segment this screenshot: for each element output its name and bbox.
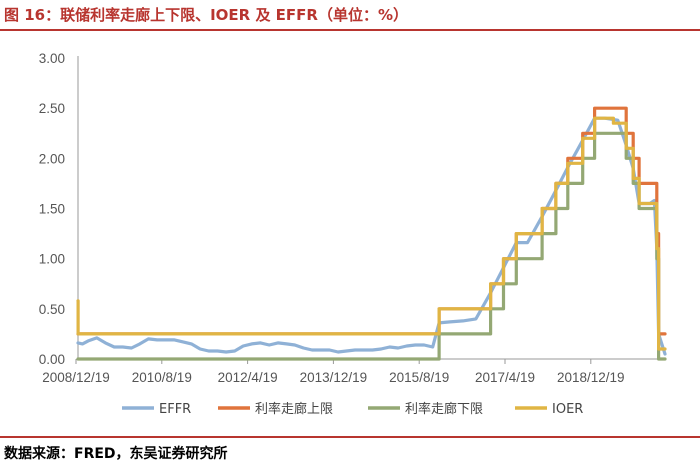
footer-divider — [0, 436, 700, 438]
x-tick-label: 2015/8/19 — [389, 370, 449, 385]
y-tick-label: 1.00 — [39, 252, 65, 267]
series-corridor-upper-line — [76, 106, 667, 336]
chart-title: 图 16：联储利率走廊上下限、IOER 及 EFFR（单位：%） — [4, 6, 408, 24]
x-tick-label: 2017/4/19 — [475, 370, 535, 385]
x-tick-label: 2012/4/19 — [218, 370, 278, 385]
y-tick-label: 1.50 — [39, 202, 65, 217]
data-source: 数据来源：FRED，东吴证券研究所 — [4, 446, 228, 462]
series-ioer-line — [76, 116, 667, 351]
legend-label-effr: EFFR — [159, 402, 191, 417]
y-tick-label: 0.00 — [39, 352, 65, 367]
x-tick-label: 2018/12/19 — [557, 370, 625, 385]
title-divider — [0, 29, 700, 31]
x-tick-label: 2013/12/19 — [300, 370, 368, 385]
x-tick-label: 2008/12/19 — [42, 370, 110, 385]
series-effr-line — [76, 116, 667, 356]
y-tick-label: 2.50 — [39, 101, 65, 116]
line-chart: 0.00 0.50 1.00 1.50 2.00 2.50 3.00 2008/12/19 20… — [39, 51, 667, 417]
legend-label-corridor-upper: 利率走廊上限 — [255, 401, 333, 417]
x-tick-label: 2010/8/19 — [132, 370, 192, 385]
series-corridor-lower-line — [76, 131, 667, 361]
legend-label-corridor-lower: 利率走廊下限 — [405, 401, 483, 417]
y-tick-label: 3.00 — [39, 51, 65, 66]
chart-series — [76, 106, 667, 361]
chart-legend: EFFR 利率走廊上限 利率走廊下限 IOER — [122, 401, 583, 417]
y-tick-label: 2.00 — [39, 151, 65, 166]
chart-axes: 0.00 0.50 1.00 1.50 2.00 2.50 3.00 2008/12/19 20… — [39, 51, 665, 385]
y-tick-label: 0.50 — [39, 302, 65, 317]
legend-label-ioer: IOER — [552, 402, 583, 417]
